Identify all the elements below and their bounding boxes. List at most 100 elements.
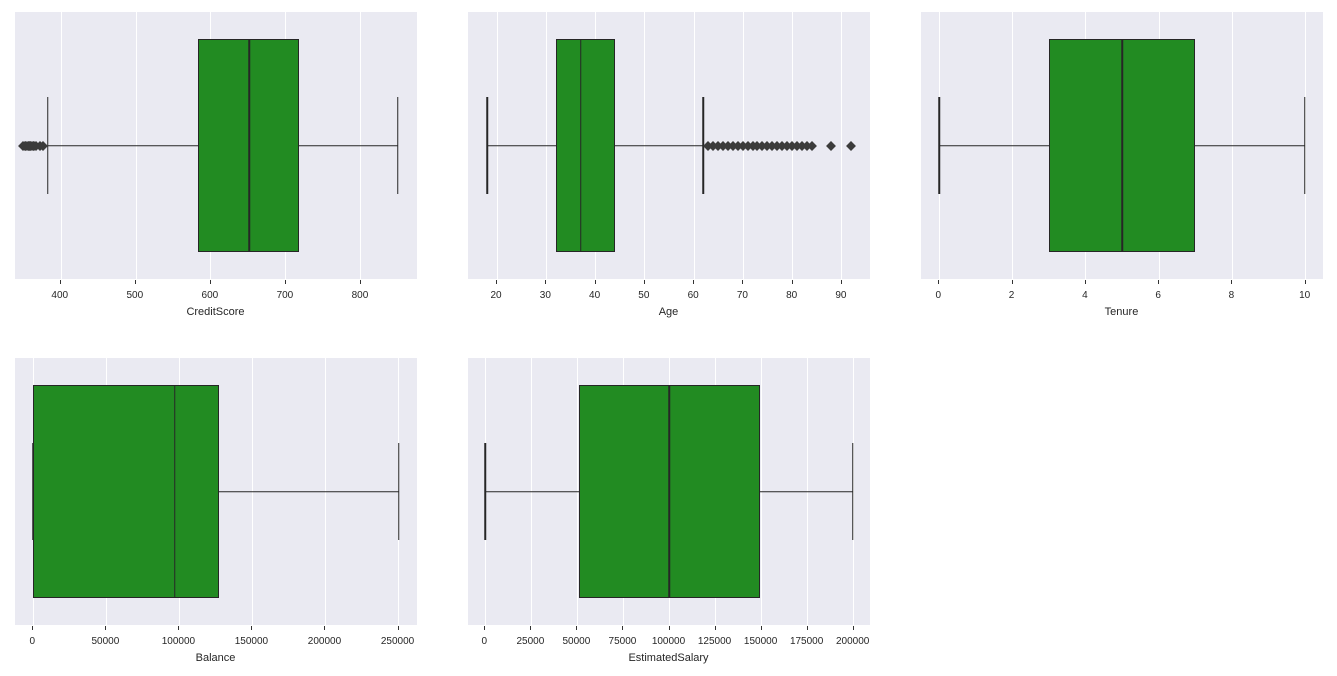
x-tick [178,626,179,630]
x-tick [761,626,762,630]
x-tick-label: 500 [126,290,143,301]
plot-area [920,12,1323,280]
x-tick-label: 50000 [91,636,119,647]
x-tick-label: 200000 [308,636,341,647]
outlier-marker [846,141,856,151]
x-tick-label: 40 [589,290,600,301]
x-tick-label: 0 [482,636,488,647]
x-tick [742,280,743,284]
x-axis-label: Age [467,306,870,318]
x-tick-label: 0 [30,636,36,647]
x-tick-label: 30 [540,290,551,301]
x-ticks [467,280,870,290]
x-tick [807,626,808,630]
x-tick [1231,280,1232,284]
cap-high [1304,97,1306,193]
x-tick [32,626,33,630]
x-ticks [467,626,870,636]
cap-low [486,97,488,193]
x-tick [841,280,842,284]
median-line [580,39,582,253]
median-line [1121,39,1123,253]
whisker-high [1195,145,1305,147]
x-tick [398,626,399,630]
panel-balance: 050000100000150000200000250000Balance [14,358,417,664]
x-tick-label: 70 [737,290,748,301]
panel-age: 20 30 40 50 60 70 80 90 Age [467,12,870,318]
x-tick-labels: 050000100000150000200000250000 [14,636,417,650]
x-tick [105,626,106,630]
x-axis-label: Tenure [920,306,1323,318]
x-tick-labels: 20 30 40 50 60 70 80 90 [467,290,870,304]
x-tick-label: 400 [51,290,68,301]
cap-high [398,443,400,539]
x-tick [715,626,716,630]
whisker-low [939,145,1049,147]
x-tick-label: 50 [638,290,649,301]
x-tick [622,626,623,630]
x-tick [1085,280,1086,284]
x-tick [1305,280,1306,284]
x-tick-label: 175000 [790,636,823,647]
x-tick-label: 6 [1155,290,1161,301]
median-line [669,385,671,599]
x-ticks [14,626,417,636]
outlier-marker [826,141,836,151]
x-tick-label: 20 [491,290,502,301]
x-tick [1158,280,1159,284]
x-tick-labels: 400500600700800 [14,290,417,304]
panel-tenure: 0246810Tenure [920,12,1323,318]
x-tick-label: 800 [352,290,369,301]
x-axis-label: CreditScore [14,306,417,318]
plot-area [467,12,870,280]
whisker-low [485,491,579,493]
gridline [841,12,842,279]
panel-empty [920,358,1323,664]
boxplot-grid: 400500600700800CreditScore20304050607080… [0,0,1337,676]
x-tick-label: 2 [1009,290,1015,301]
whisker-high [219,491,399,493]
iqr-box [33,385,219,599]
x-tick-label: 90 [835,290,846,301]
x-tick-label: 150000 [744,636,777,647]
x-tick-label: 100000 [652,636,685,647]
iqr-box [556,39,615,253]
panel-estimatedsalary: 0250005000075000100000125000150000175000… [467,358,870,664]
x-tick [853,626,854,630]
x-tick-label: 8 [1229,290,1235,301]
x-tick [595,280,596,284]
x-tick [644,280,645,284]
median-line [249,39,251,253]
x-tick [669,626,670,630]
x-tick [251,626,252,630]
cap-low [485,443,487,539]
x-tick [576,626,577,630]
x-tick-labels: 0246810 [920,290,1323,304]
x-tick [285,280,286,284]
x-tick [360,280,361,284]
x-tick [938,280,939,284]
cap-high [852,443,854,539]
x-tick [496,280,497,284]
x-tick-label: 125000 [698,636,731,647]
whisker-high [299,145,398,147]
plot-area [467,358,870,626]
x-tick [693,280,694,284]
x-tick [792,280,793,284]
x-tick [545,280,546,284]
x-tick-label: 25000 [516,636,544,647]
whisker-high [760,491,853,493]
whisker-high [615,145,703,147]
plot-area [14,358,417,626]
x-tick-label: 700 [277,290,294,301]
x-tick [60,280,61,284]
x-tick-label: 60 [688,290,699,301]
x-tick-label: 80 [786,290,797,301]
whisker-low [487,145,556,147]
x-tick [210,280,211,284]
x-tick-label: 100000 [162,636,195,647]
x-axis-label: EstimatedSalary [467,652,870,664]
panel-creditscore: 400500600700800CreditScore [14,12,417,318]
x-tick-label: 150000 [235,636,268,647]
x-tick [484,626,485,630]
